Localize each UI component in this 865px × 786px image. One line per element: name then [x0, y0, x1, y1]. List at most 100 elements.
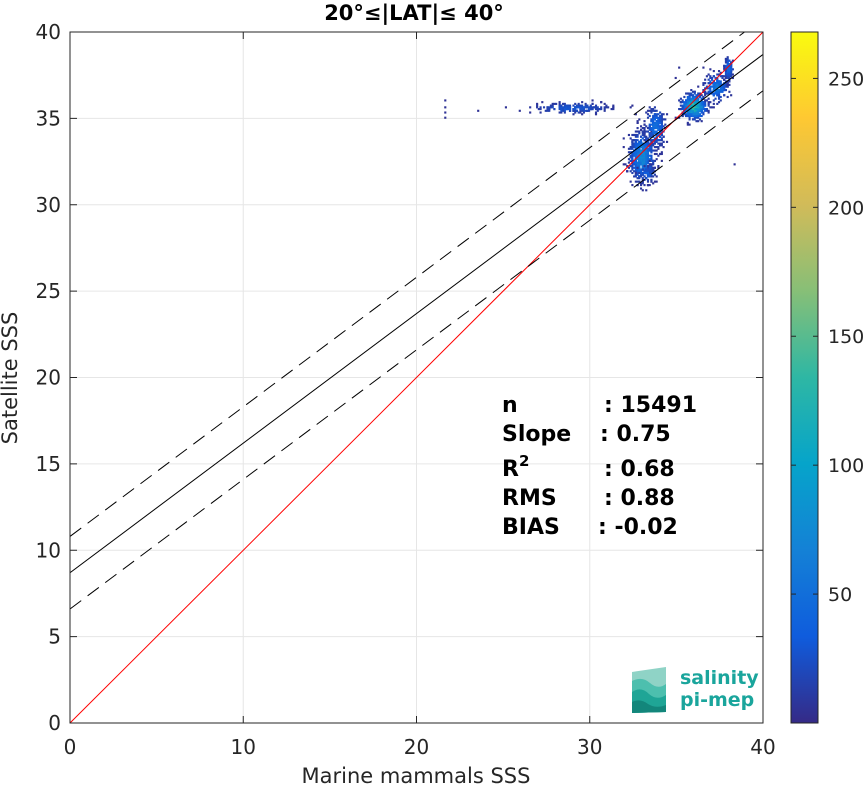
y-tick-label: 10 — [36, 538, 61, 562]
density-cell — [726, 95, 729, 99]
density-cell — [681, 104, 684, 107]
density-cell — [529, 111, 532, 114]
density-cell — [639, 171, 643, 175]
density-cell — [553, 102, 556, 105]
density-cell — [568, 106, 572, 109]
density-cell — [650, 151, 653, 154]
density-cell — [690, 108, 693, 111]
density-cell — [650, 147, 653, 150]
density-cell — [645, 154, 648, 157]
density-cell — [709, 101, 712, 104]
density-cell — [679, 97, 682, 100]
density-cell — [721, 75, 724, 78]
density-cell — [646, 161, 650, 164]
density-cell — [723, 78, 726, 81]
density-cell — [650, 108, 653, 111]
density-cell — [577, 111, 580, 114]
density-cell — [645, 144, 648, 147]
density-cell — [724, 83, 728, 86]
density-cell — [589, 108, 592, 111]
density-cell — [728, 73, 731, 76]
density-cell — [629, 106, 632, 109]
density-cell — [650, 127, 653, 130]
density-cell — [636, 127, 639, 130]
density-cell — [716, 73, 719, 76]
density-cell — [639, 184, 643, 187]
density-cell — [562, 102, 565, 105]
density-cell — [504, 106, 507, 109]
density-cell — [655, 158, 658, 161]
density-cell — [629, 146, 632, 149]
density-cell — [712, 75, 715, 78]
density-cell — [634, 156, 637, 159]
density-cell — [688, 94, 691, 97]
density-cell — [631, 159, 634, 162]
density-cell — [655, 152, 658, 156]
x-tick-label: 20 — [404, 735, 429, 759]
density-cell — [562, 108, 565, 111]
density-cell — [639, 187, 643, 190]
density-cell — [641, 132, 644, 135]
density-cell — [697, 120, 700, 123]
density-cell — [643, 146, 646, 149]
density-cell — [638, 177, 641, 180]
density-cell — [716, 82, 719, 85]
density-cell — [558, 106, 561, 109]
density-cell — [704, 102, 707, 105]
density-cell — [652, 149, 655, 152]
density-cell — [660, 116, 663, 119]
density-cell — [648, 165, 651, 168]
density-cell — [581, 101, 584, 104]
density-cell — [724, 76, 728, 80]
density-cell — [648, 163, 651, 166]
density-cell — [717, 95, 721, 99]
density-cell — [563, 104, 566, 107]
density-cell — [572, 113, 575, 116]
density-cell — [638, 156, 641, 159]
density-cell — [716, 90, 719, 93]
density-cell — [685, 104, 688, 107]
density-cell — [691, 109, 695, 112]
density-cell — [548, 109, 551, 112]
density-cell — [551, 106, 554, 109]
colorbar — [791, 32, 818, 723]
density-cell — [697, 97, 700, 100]
density-cell — [711, 76, 714, 80]
density-cell — [685, 99, 688, 102]
density-cell — [719, 83, 722, 86]
density-cell — [560, 104, 563, 107]
density-cell — [562, 109, 565, 112]
density-cell — [579, 106, 582, 109]
density-cell — [652, 139, 655, 142]
density-cell — [641, 146, 644, 149]
density-cell — [638, 163, 641, 166]
density-cell — [728, 59, 731, 62]
density-cell — [652, 163, 655, 166]
density-cell — [726, 59, 729, 62]
density-cell — [707, 102, 710, 105]
density-cell — [685, 92, 688, 95]
density-cell — [646, 113, 650, 116]
density-cell — [685, 113, 688, 116]
density-cell — [697, 111, 700, 114]
density-cell — [575, 106, 579, 109]
density-cell — [551, 102, 554, 105]
density-cell — [634, 151, 637, 154]
density-cell — [643, 161, 646, 164]
density-cell — [683, 101, 686, 104]
density-cell — [660, 127, 663, 130]
density-cell — [641, 156, 644, 159]
x-axis-label: Marine mammals SSS — [302, 764, 531, 786]
density-cell — [638, 130, 641, 133]
density-cell — [705, 92, 708, 95]
density-cell — [695, 106, 698, 109]
density-cell — [648, 109, 651, 112]
density-cell — [697, 85, 700, 88]
density-cell — [638, 140, 641, 143]
density-cell — [639, 151, 643, 154]
density-cell — [641, 159, 644, 162]
density-cell — [572, 104, 575, 107]
density-cell — [697, 108, 700, 111]
density-cell — [714, 85, 717, 88]
